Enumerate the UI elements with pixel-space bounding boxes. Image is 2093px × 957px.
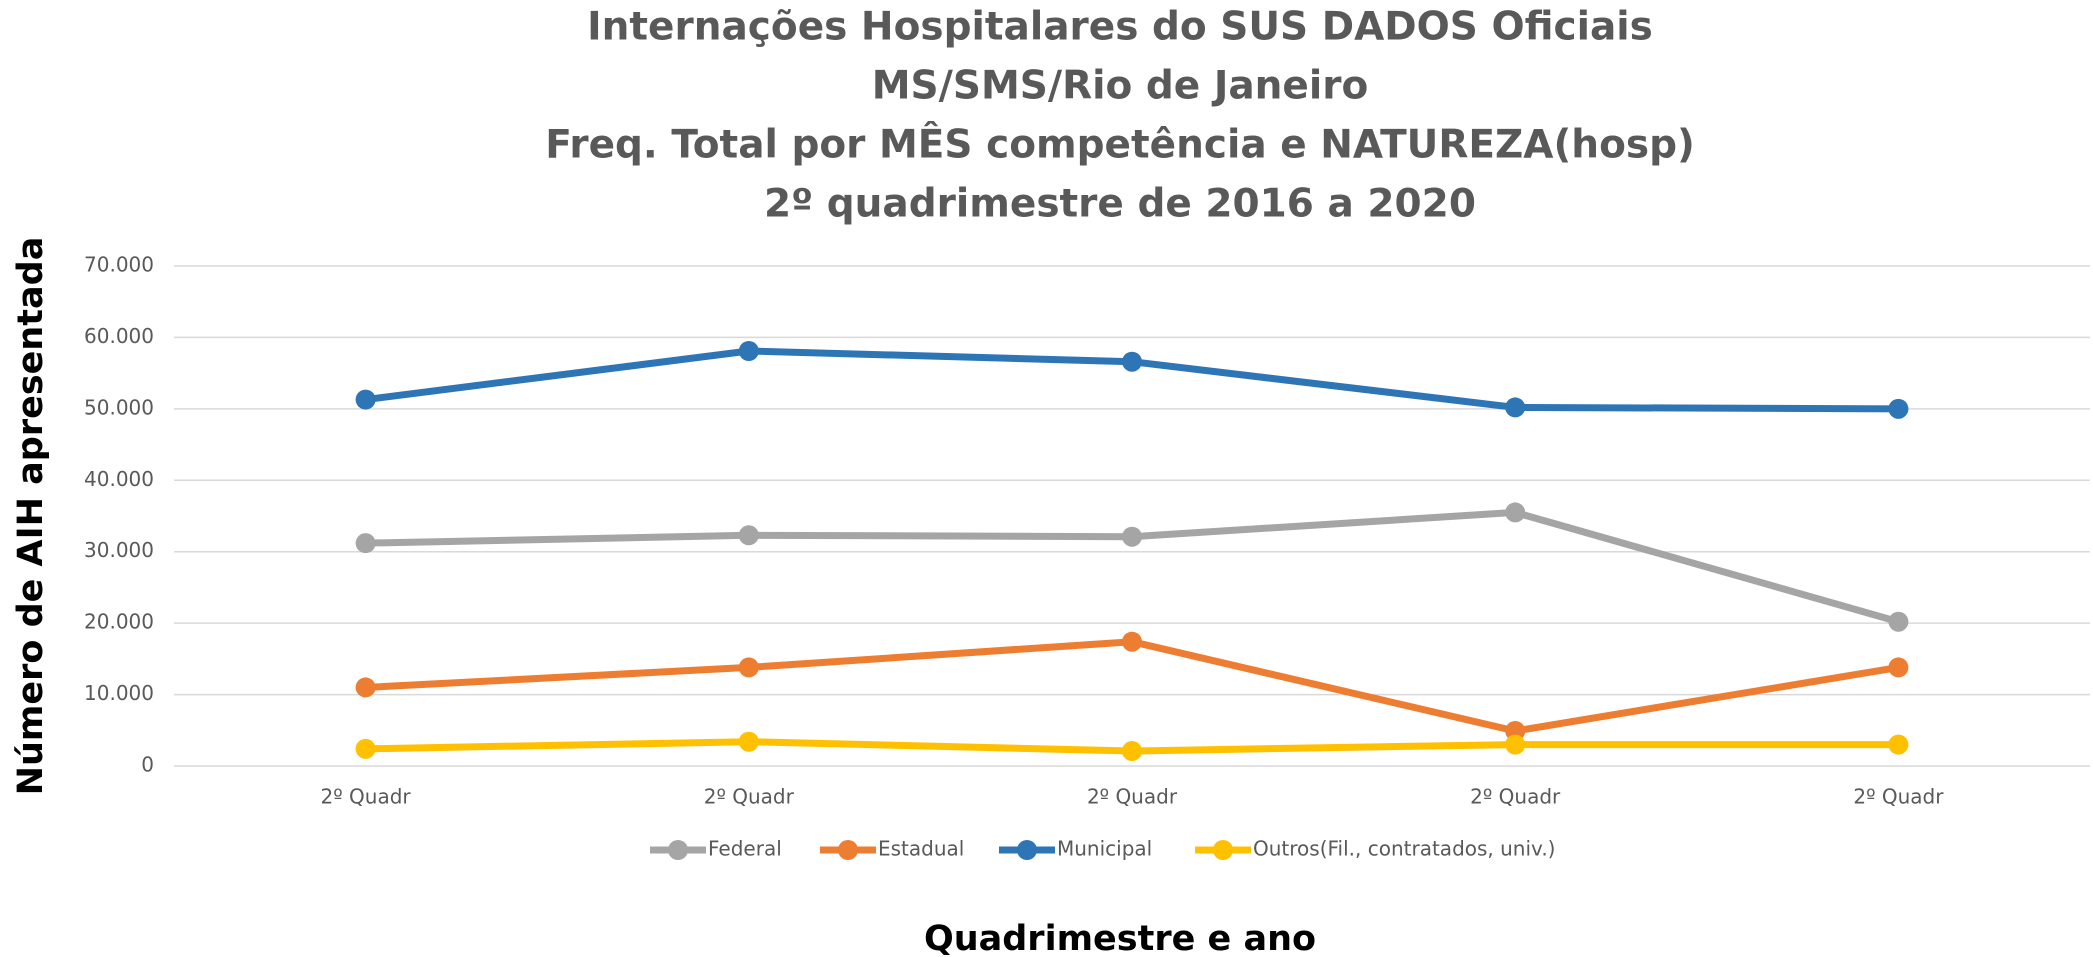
data-point [355,389,376,410]
x-axis-title: Quadrimestre e ano [924,919,1316,957]
data-point [1505,734,1526,755]
y-tick-label: 70.000 [84,253,154,277]
y-axis-title: Número de AIH apresentada [11,237,51,796]
data-point [1122,526,1142,547]
x-tick-label: 2º Quadr [704,785,795,809]
data-point [1122,351,1142,372]
data-point [1505,502,1526,523]
y-tick-label: 0 [141,753,154,777]
legend-marker [668,840,688,860]
y-tick-label: 50.000 [84,395,154,419]
x-tick-label: 2º Quadr [1470,785,1561,809]
y-tick-label: 10.000 [84,681,154,705]
legend-marker [1213,840,1233,860]
y-tick-label: 30.000 [84,538,154,562]
series-line [365,638,1899,735]
data-point [738,657,759,678]
data-point [1505,397,1526,418]
data-point [1888,734,1909,755]
x-tick-label: 2º Quadr [1853,785,1944,809]
data-point [355,738,376,759]
y-tick-label: 20.000 [84,610,154,634]
data-point [1888,657,1909,678]
data-point [1888,398,1909,419]
chart-title: MS/SMS/Rio de Janeiro [872,64,1369,109]
data-point [1888,611,1909,632]
data-point [355,533,376,554]
legend-marker [838,840,858,860]
legend-label: Outros(Fil., contratados, univ.) [1253,837,1555,861]
chart-title: 2º quadrimestre de 2016 a 2020 [764,182,1476,227]
x-tick-label: 2º Quadr [1087,785,1178,809]
data-point [738,525,759,546]
legend-label: Estadual [878,837,964,861]
data-point [738,731,759,752]
legend-label: Federal [708,837,782,861]
legend-marker [1017,840,1037,860]
y-tick-label: 60.000 [84,324,154,348]
data-point [355,677,376,698]
x-tick-label: 2º Quadr [321,785,412,809]
data-point [1122,631,1142,652]
legend-label: Municipal [1057,837,1152,861]
chart-title: Internações Hospitalares do SUS DADOS Of… [587,5,1653,50]
data-point [738,341,759,361]
y-tick-label: 40.000 [84,467,154,491]
chart-title: Freq. Total por MÊS competência e NATURE… [545,121,1695,168]
data-point [1122,741,1142,761]
